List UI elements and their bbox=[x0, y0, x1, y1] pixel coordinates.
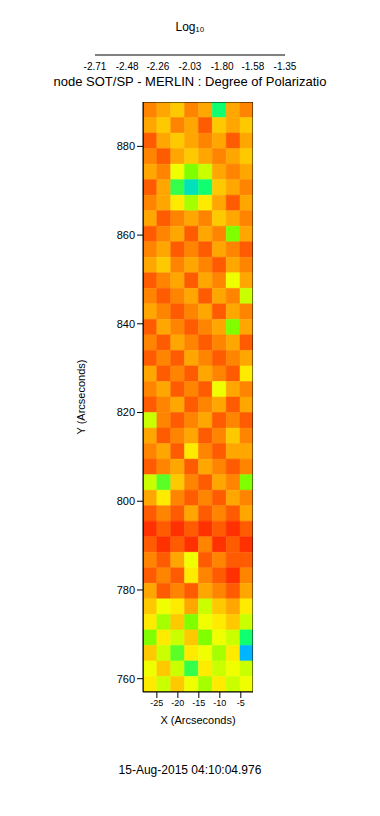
svg-text:-1.58: -1.58 bbox=[241, 61, 264, 72]
svg-text:880: 880 bbox=[117, 140, 135, 152]
svg-text:860: 860 bbox=[117, 229, 135, 241]
svg-text:-15: -15 bbox=[192, 698, 205, 708]
svg-text:Y (Arcseconds): Y (Arcseconds) bbox=[75, 360, 87, 435]
svg-text:-25: -25 bbox=[150, 698, 163, 708]
html-text:15-Aug-2015 04:10:04.976: 15-Aug-2015 04:10:04.976 bbox=[118, 763, 262, 777]
svg-text:-10: -10 bbox=[213, 698, 226, 708]
svg-text:X (Arcseconds): X (Arcseconds) bbox=[160, 714, 235, 726]
svg-text:-5: -5 bbox=[237, 698, 245, 708]
svg-text:-2.26: -2.26 bbox=[146, 61, 169, 72]
svg-text:840: 840 bbox=[117, 318, 135, 330]
svg-text:760: 760 bbox=[117, 673, 135, 685]
svg-text:-2.71: -2.71 bbox=[84, 61, 107, 72]
svg-text:-2.03: -2.03 bbox=[179, 61, 202, 72]
svg-text:800: 800 bbox=[117, 495, 135, 507]
svg-text:780: 780 bbox=[117, 584, 135, 596]
svg-text:820: 820 bbox=[117, 406, 135, 418]
svg-text:-1.35: -1.35 bbox=[274, 61, 297, 72]
html-text:node SOT/SP - MERLIN : Degree: node SOT/SP - MERLIN : Degree of Polariz… bbox=[53, 74, 327, 89]
svg-text:-1.80: -1.80 bbox=[211, 61, 234, 72]
svg-text:-2.48: -2.48 bbox=[116, 61, 139, 72]
svg-text:-20: -20 bbox=[171, 698, 184, 708]
html-text:Log₁₀: Log₁₀ bbox=[175, 20, 205, 34]
